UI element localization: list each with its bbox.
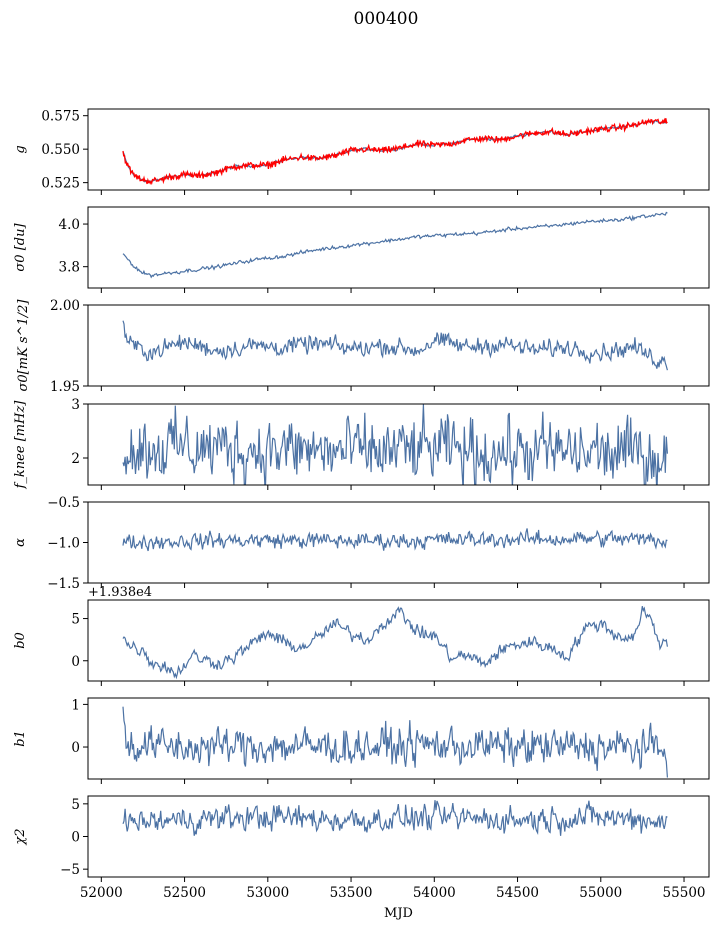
y-axis-label: b0 bbox=[13, 632, 28, 649]
x-tick-label: 54500 bbox=[496, 885, 539, 901]
y-axis-label: σ0[mK s^1/2] bbox=[16, 299, 31, 392]
panel-chi2: −5 0 5 χ2 52000 52500 53000 53500 54000 54500 5500… bbox=[13, 795, 710, 921]
figure-title: 000400 bbox=[354, 9, 419, 29]
y-axis-label: α bbox=[13, 538, 28, 547]
y-tick-label: −1.0 bbox=[47, 536, 80, 552]
axes-container: 0.525 0.550 0.575 g 3.8 4.0 σ0 [du] 1.95 2.00 σ0[… bbox=[13, 108, 710, 921]
panel-b1: 0 1 b1 bbox=[13, 697, 710, 784]
panel-alpha: −1.5 −1.0 −0.5 α bbox=[13, 495, 710, 592]
series-line-b1-0 bbox=[122, 706, 668, 778]
series-line-b0-0 bbox=[122, 606, 668, 680]
y-tick-label: 4.0 bbox=[59, 217, 80, 233]
y-axis-label: b1 bbox=[13, 730, 28, 747]
y-tick-label: 0 bbox=[71, 740, 80, 756]
y-axis-label: χ2 bbox=[13, 828, 28, 845]
x-tick-label: 53000 bbox=[246, 885, 289, 901]
y-axis-label: σ0 [du] bbox=[13, 223, 28, 272]
y-tick-label: 5 bbox=[71, 612, 80, 628]
x-axis-label: MJD bbox=[384, 906, 413, 921]
axes-frame bbox=[87, 304, 710, 387]
y-axis-label: f_knee [mHz] bbox=[13, 400, 28, 490]
y-tick-label: 3.8 bbox=[59, 260, 80, 276]
panel-g: 0.525 0.550 0.575 g bbox=[13, 108, 710, 195]
x-tick-label: 52000 bbox=[80, 885, 123, 901]
series-line-g-1 bbox=[122, 117, 668, 186]
y-axis-label: g bbox=[13, 145, 28, 153]
series-line-fknee-0 bbox=[122, 404, 668, 485]
y-tick-label: 0.525 bbox=[41, 176, 80, 192]
panel-sigma0: 3.8 4.0 σ0 [du] bbox=[13, 206, 710, 293]
panel-fknee: 2 3 f_knee [mHz] bbox=[13, 397, 710, 490]
axes-frame bbox=[87, 108, 710, 191]
x-tick-label: 53500 bbox=[330, 885, 373, 901]
y-tick-label: 3 bbox=[71, 397, 80, 413]
y-tick-label: 2.00 bbox=[50, 298, 80, 314]
y-tick-label: 0.575 bbox=[41, 109, 80, 125]
y-tick-label: 1 bbox=[71, 697, 80, 713]
panel-sigma0-white: 1.95 2.00 σ0[mK s^1/2] bbox=[16, 298, 710, 395]
y-tick-label: 5 bbox=[71, 797, 80, 813]
y-tick-label: 0.550 bbox=[41, 142, 80, 158]
y-tick-label: 0 bbox=[71, 830, 80, 846]
x-tick-label: 55500 bbox=[663, 885, 706, 901]
axes-frame bbox=[87, 206, 710, 289]
y-tick-label: 1.95 bbox=[50, 379, 80, 395]
panel-b0: 0 5 b0 +1.938e4 bbox=[13, 585, 710, 686]
series-line-alpha-0 bbox=[122, 528, 668, 552]
y-tick-label: −1.5 bbox=[47, 576, 80, 592]
series-line-chi2-0 bbox=[122, 800, 668, 836]
y-tick-label: −5 bbox=[60, 862, 80, 878]
y-tick-label: 2 bbox=[71, 451, 80, 467]
y-tick-label: −0.5 bbox=[47, 495, 80, 511]
series-line-sigma0-white-0 bbox=[122, 320, 668, 371]
y-offset-text: +1.938e4 bbox=[88, 585, 152, 600]
x-tick-label: 55000 bbox=[579, 885, 622, 901]
y-tick-label: 0 bbox=[71, 654, 80, 670]
axes-frame bbox=[87, 403, 710, 486]
axes-frame bbox=[87, 501, 710, 584]
series-line-sigma0-0 bbox=[122, 211, 668, 279]
axes-frame bbox=[87, 697, 710, 780]
axes-frame bbox=[87, 599, 710, 682]
x-tick-label: 54000 bbox=[413, 885, 456, 901]
x-tick-label: 52500 bbox=[163, 885, 206, 901]
